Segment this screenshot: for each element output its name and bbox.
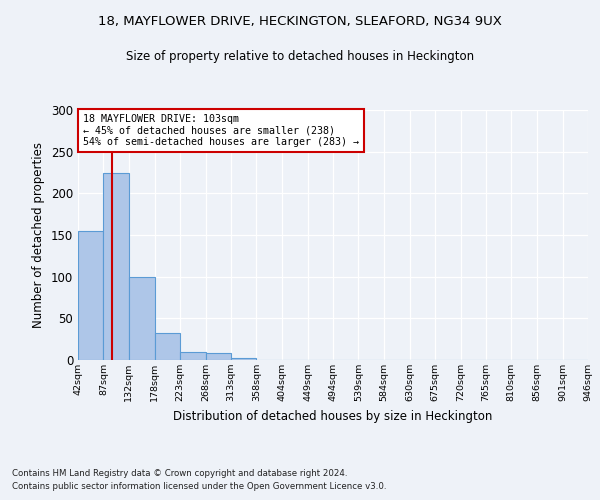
Text: Contains public sector information licensed under the Open Government Licence v3: Contains public sector information licen… xyxy=(12,482,386,491)
Text: Size of property relative to detached houses in Heckington: Size of property relative to detached ho… xyxy=(126,50,474,63)
Text: Contains HM Land Registry data © Crown copyright and database right 2024.: Contains HM Land Registry data © Crown c… xyxy=(12,468,347,477)
Bar xyxy=(205,354,231,360)
Bar xyxy=(103,172,129,360)
Bar xyxy=(129,276,155,360)
Bar xyxy=(78,231,103,360)
Text: 18, MAYFLOWER DRIVE, HECKINGTON, SLEAFORD, NG34 9UX: 18, MAYFLOWER DRIVE, HECKINGTON, SLEAFOR… xyxy=(98,15,502,28)
Bar xyxy=(180,352,206,360)
Bar xyxy=(155,332,180,360)
Y-axis label: Number of detached properties: Number of detached properties xyxy=(32,142,46,328)
Bar xyxy=(231,358,256,360)
Text: 18 MAYFLOWER DRIVE: 103sqm
← 45% of detached houses are smaller (238)
54% of sem: 18 MAYFLOWER DRIVE: 103sqm ← 45% of deta… xyxy=(83,114,359,148)
X-axis label: Distribution of detached houses by size in Heckington: Distribution of detached houses by size … xyxy=(173,410,493,422)
